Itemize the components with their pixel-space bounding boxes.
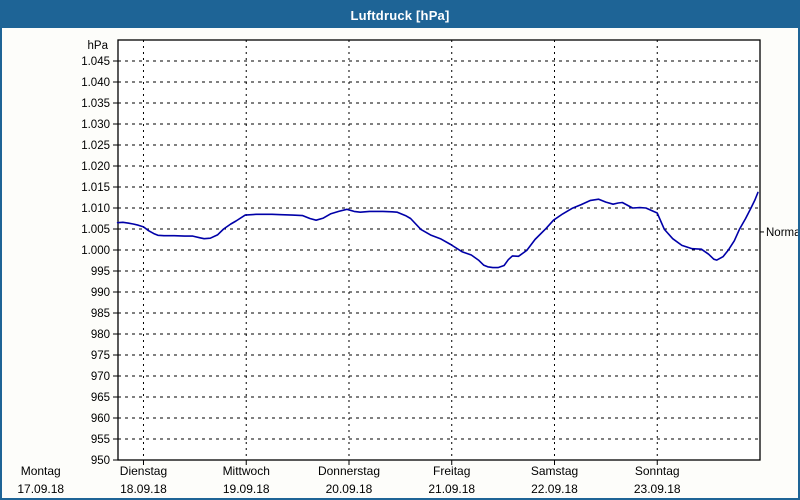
day-label: Mittwoch: [223, 464, 270, 478]
plot-background: [118, 40, 760, 460]
day-label: Montag: [21, 464, 61, 478]
pressure-chart: 950 955 960 965 970 975 980 985 990 995 1.000 1.005…: [17, 39, 798, 496]
y-tick-label: 995: [91, 266, 110, 278]
day-label: Samstag: [531, 464, 578, 478]
y-tick-label: 1.030: [81, 119, 110, 131]
y-tick-label: 1.025: [81, 140, 110, 152]
y-tick-label: 970: [91, 371, 110, 383]
day-label: Donnerstag: [318, 464, 380, 478]
y-tick-label: 1.040: [81, 77, 110, 89]
y-tick-label: 990: [91, 287, 110, 299]
y-tick-label: 1.010: [81, 203, 110, 215]
window-title: Luftdruck [hPa]: [350, 7, 450, 23]
normal-label: Normal: [766, 227, 798, 239]
y-tick-label: 985: [91, 308, 110, 320]
chart-area: 950 955 960 965 970 975 980 985 990 995 1.000 1.005…: [2, 28, 798, 498]
y-tick-label: 955: [91, 434, 110, 446]
window-titlebar: Luftdruck [hPa]: [2, 2, 798, 28]
date-label: 21.09.18: [428, 482, 475, 496]
y-tick-label: 980: [91, 329, 110, 341]
plot-frame: [117, 39, 761, 461]
y-axis-unit-label: hPa: [88, 40, 109, 52]
date-label: 22.09.18: [531, 482, 578, 496]
date-label: 20.09.18: [326, 482, 373, 496]
day-label: Freitag: [433, 464, 470, 478]
pressure-line: [116, 191, 759, 269]
y-tick-label: 975: [91, 350, 110, 362]
day-label: Dienstag: [120, 464, 167, 478]
y-tick-label: 1.005: [81, 224, 110, 236]
y-tick-label: 1.035: [81, 98, 110, 110]
y-tick-label: 1.000: [81, 245, 110, 257]
y-tick-label: 1.015: [81, 182, 110, 194]
date-label: 19.09.18: [223, 482, 270, 496]
date-label: 23.09.18: [634, 482, 681, 496]
date-label: 17.09.18: [17, 482, 64, 496]
y-tick-label: 950: [91, 455, 110, 467]
day-label: Sonntag: [635, 464, 680, 478]
y-tick-label: 960: [91, 413, 110, 425]
date-label: 18.09.18: [120, 482, 167, 496]
y-tick-label: 1.045: [81, 56, 110, 68]
y-tick-label: 1.020: [81, 161, 110, 173]
y-tick-label: 965: [91, 392, 110, 404]
